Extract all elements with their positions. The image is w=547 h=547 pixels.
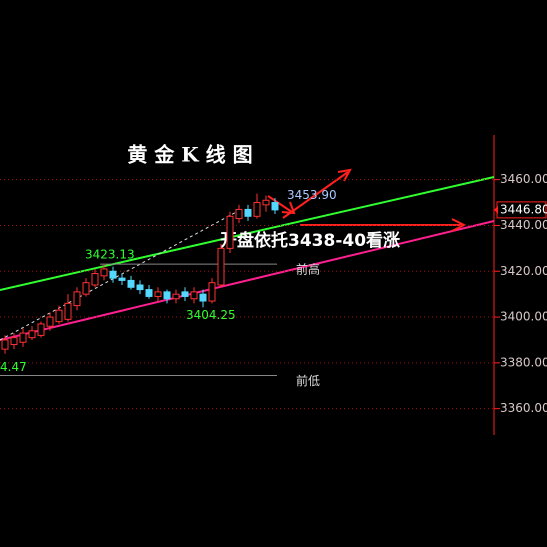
last-price-pointer xyxy=(494,205,498,214)
candle-body xyxy=(37,323,45,336)
trend-line-lower xyxy=(0,220,495,341)
candle-body xyxy=(163,291,171,300)
candle-body xyxy=(190,291,198,300)
candle-body xyxy=(127,279,135,288)
candle-body xyxy=(145,289,153,297)
candle-body xyxy=(100,268,108,277)
candle-body xyxy=(73,291,81,307)
candle-body xyxy=(91,273,99,286)
price-label: 3453.90 xyxy=(287,188,337,202)
level-label: 前低 xyxy=(296,373,320,388)
price-label: 3404.25 xyxy=(186,308,236,322)
y-tick-label: 3420.00 xyxy=(500,264,547,278)
candle-body xyxy=(154,291,162,297)
chart-title: 黄 金 K 线 图 xyxy=(127,143,252,167)
candle-body xyxy=(199,293,207,302)
candle-body xyxy=(109,270,117,279)
candle-body xyxy=(64,302,72,320)
price-label: 3423.13 xyxy=(85,248,135,262)
candle-body xyxy=(271,202,279,211)
candle-body xyxy=(28,330,36,339)
candle-body xyxy=(55,309,63,323)
price-label: 4.47 xyxy=(0,360,27,374)
candle-body xyxy=(46,316,54,327)
candle-body xyxy=(10,337,18,346)
candle-body xyxy=(172,293,180,300)
y-tick-label: 3360.00 xyxy=(500,401,547,415)
candle-body xyxy=(217,247,225,286)
candle-body xyxy=(244,208,252,217)
candle-body xyxy=(1,339,9,350)
trend-line-upper xyxy=(0,176,495,291)
candle-body xyxy=(226,215,234,249)
y-tick-label: 3380.00 xyxy=(500,355,547,369)
candle-body xyxy=(82,282,90,295)
candle-body xyxy=(253,202,261,217)
candle-body xyxy=(262,199,270,206)
y-tick-label: 3460.00 xyxy=(500,172,547,186)
y-tick-label: 3440.00 xyxy=(500,218,547,232)
last-price-label: 3446.80 xyxy=(500,202,547,216)
candle-body xyxy=(208,282,216,302)
candle-body xyxy=(235,208,243,220)
level-label: 前高 xyxy=(296,262,320,277)
candle-body xyxy=(19,332,27,343)
candle-body xyxy=(181,291,189,297)
y-tick-label: 3400.00 xyxy=(500,310,547,324)
candle-body xyxy=(118,277,126,281)
annotation: 开盘依托3438-40看涨 xyxy=(220,230,400,251)
candle-body xyxy=(136,284,144,291)
